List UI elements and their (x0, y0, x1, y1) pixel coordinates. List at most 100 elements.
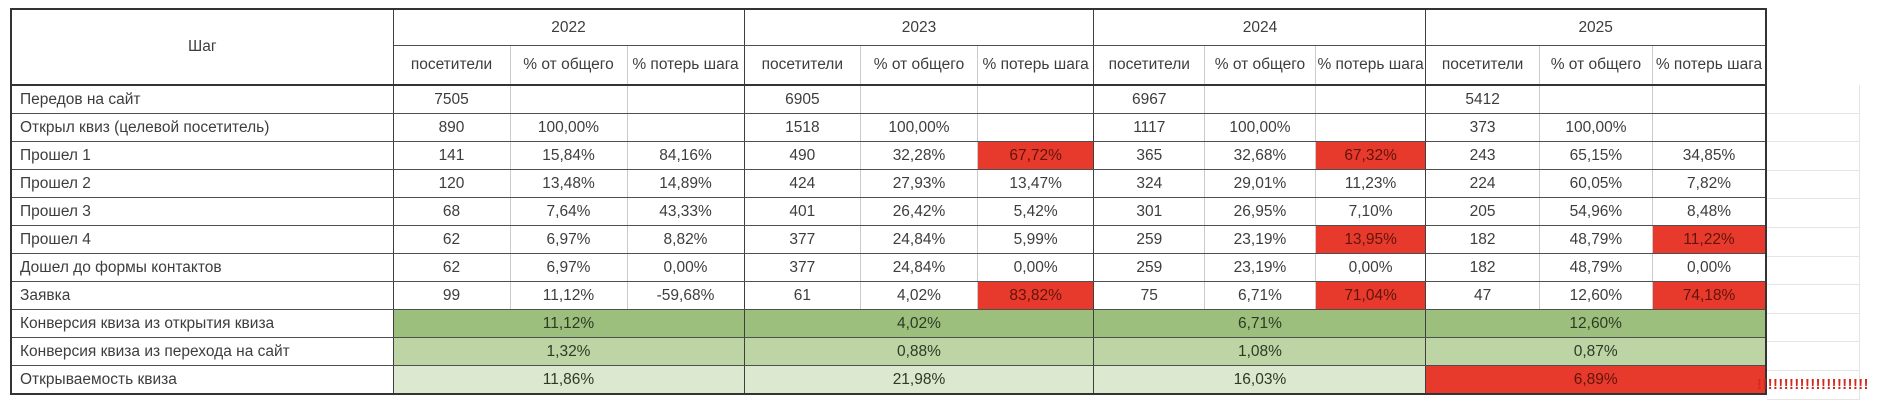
data-cell[interactable]: 141 (393, 141, 511, 170)
step-label[interactable]: Открыл квиз (целевой посетитель) (11, 113, 394, 142)
data-cell[interactable] (510, 85, 628, 114)
data-cell[interactable]: 13,95% (1315, 225, 1427, 254)
data-cell[interactable]: 301 (1093, 197, 1206, 226)
summary-cell[interactable]: 16,03% (1093, 365, 1427, 395)
sheet-empty-cell[interactable] (1767, 171, 1859, 200)
data-cell[interactable]: 890 (393, 113, 511, 142)
step-label[interactable]: Конверсия квиза из перехода на сайт (11, 337, 394, 366)
data-cell[interactable]: 100,00% (1204, 113, 1316, 142)
data-cell[interactable] (1539, 85, 1654, 114)
data-cell[interactable]: 224 (1425, 169, 1540, 198)
data-cell[interactable]: 7,82% (1652, 169, 1767, 198)
data-cell[interactable]: 6,97% (510, 253, 628, 282)
data-cell[interactable]: 0,00% (627, 253, 745, 282)
data-cell[interactable]: 32,28% (860, 141, 978, 170)
data-cell[interactable]: 62 (393, 253, 511, 282)
step-column-header[interactable]: Шаг (11, 9, 394, 86)
subheader-cell[interactable]: посетители (1093, 45, 1206, 86)
sheet-empty-cell[interactable]: !!!!!!!!!!!!!!!!!!!!! (1757, 371, 1868, 400)
year-header[interactable]: 2025 (1425, 9, 1767, 46)
sheet-empty-cell[interactable] (1767, 85, 1859, 114)
year-header[interactable]: 2023 (744, 9, 1095, 46)
data-cell[interactable]: 11,23% (1315, 169, 1427, 198)
data-cell[interactable]: 1117 (1093, 113, 1206, 142)
step-label[interactable]: Заявка (11, 281, 394, 310)
data-cell[interactable]: 11,12% (510, 281, 628, 310)
data-cell[interactable] (1652, 113, 1767, 142)
subheader-cell[interactable]: % от общего (510, 45, 628, 86)
data-cell[interactable]: 67,32% (1315, 141, 1427, 170)
subheader-cell[interactable]: % от общего (860, 45, 978, 86)
data-cell[interactable]: 48,79% (1539, 225, 1654, 254)
summary-cell[interactable]: 11,86% (393, 365, 745, 395)
data-cell[interactable]: 5412 (1425, 85, 1540, 114)
data-cell[interactable]: 0,00% (977, 253, 1095, 282)
data-cell[interactable]: 365 (1093, 141, 1206, 170)
data-cell[interactable]: 68 (393, 197, 511, 226)
data-cell[interactable]: 324 (1093, 169, 1206, 198)
sheet-empty-cell[interactable] (1767, 314, 1859, 343)
data-cell[interactable]: 259 (1093, 253, 1206, 282)
summary-cell[interactable]: 1,08% (1093, 337, 1427, 366)
data-cell[interactable] (1204, 85, 1316, 114)
data-cell[interactable]: 7,64% (510, 197, 628, 226)
data-cell[interactable]: 75 (1093, 281, 1206, 310)
data-cell[interactable]: 5,42% (977, 197, 1095, 226)
year-header[interactable]: 2022 (393, 9, 745, 46)
summary-cell[interactable]: 21,98% (744, 365, 1095, 395)
step-label[interactable]: Открываемость квиза (11, 365, 394, 395)
data-cell[interactable]: 32,68% (1204, 141, 1316, 170)
data-cell[interactable]: 84,16% (627, 141, 745, 170)
data-cell[interactable]: 54,96% (1539, 197, 1654, 226)
data-cell[interactable]: 71,04% (1315, 281, 1427, 310)
sheet-empty-cell[interactable] (1767, 228, 1859, 257)
data-cell[interactable]: 182 (1425, 225, 1540, 254)
step-label[interactable]: Передов на сайт (11, 85, 394, 114)
data-cell[interactable]: 48,79% (1539, 253, 1654, 282)
data-cell[interactable]: 24,84% (860, 253, 978, 282)
subheader-cell[interactable]: % потерь шага (1315, 45, 1427, 86)
sheet-empty-cell[interactable] (1767, 199, 1859, 228)
data-cell[interactable]: 24,84% (860, 225, 978, 254)
year-header[interactable]: 2024 (1093, 9, 1427, 46)
data-cell[interactable]: 100,00% (860, 113, 978, 142)
data-cell[interactable] (1652, 85, 1767, 114)
summary-cell[interactable]: 11,12% (393, 309, 745, 338)
step-label[interactable]: Прошел 3 (11, 197, 394, 226)
data-cell[interactable]: 8,82% (627, 225, 745, 254)
data-cell[interactable] (977, 85, 1095, 114)
data-cell[interactable]: 8,48% (1652, 197, 1767, 226)
data-cell[interactable]: 65,15% (1539, 141, 1654, 170)
subheader-cell[interactable]: % от общего (1204, 45, 1316, 86)
step-label[interactable]: Конверсия квиза из открытия квиза (11, 309, 394, 338)
data-cell[interactable]: 1518 (744, 113, 862, 142)
data-cell[interactable]: 15,84% (510, 141, 628, 170)
step-label[interactable]: Прошел 4 (11, 225, 394, 254)
subheader-cell[interactable]: % потерь шага (627, 45, 745, 86)
summary-cell[interactable]: 1,32% (393, 337, 745, 366)
data-cell[interactable] (860, 85, 978, 114)
data-cell[interactable]: 7,10% (1315, 197, 1427, 226)
subheader-cell[interactable]: посетители (744, 45, 862, 86)
data-cell[interactable]: 373 (1425, 113, 1540, 142)
data-cell[interactable]: 377 (744, 225, 862, 254)
data-cell[interactable]: 377 (744, 253, 862, 282)
data-cell[interactable]: 120 (393, 169, 511, 198)
data-cell[interactable]: 61 (744, 281, 862, 310)
data-cell[interactable]: 6967 (1093, 85, 1206, 114)
summary-cell[interactable]: 0,88% (744, 337, 1095, 366)
data-cell[interactable]: 243 (1425, 141, 1540, 170)
data-cell[interactable]: 60,05% (1539, 169, 1654, 198)
step-label[interactable]: Дошел до формы контактов (11, 253, 394, 282)
data-cell[interactable]: 83,82% (977, 281, 1095, 310)
data-cell[interactable]: 182 (1425, 253, 1540, 282)
data-cell[interactable]: 99 (393, 281, 511, 310)
data-cell[interactable]: 11,22% (1652, 225, 1767, 254)
data-cell[interactable]: 4,02% (860, 281, 978, 310)
step-label[interactable]: Прошел 2 (11, 169, 394, 198)
summary-cell[interactable]: 6,71% (1093, 309, 1427, 338)
data-cell[interactable]: 67,72% (977, 141, 1095, 170)
data-cell[interactable]: 14,89% (627, 169, 745, 198)
data-cell[interactable]: 74,18% (1652, 281, 1767, 310)
data-cell[interactable] (977, 113, 1095, 142)
